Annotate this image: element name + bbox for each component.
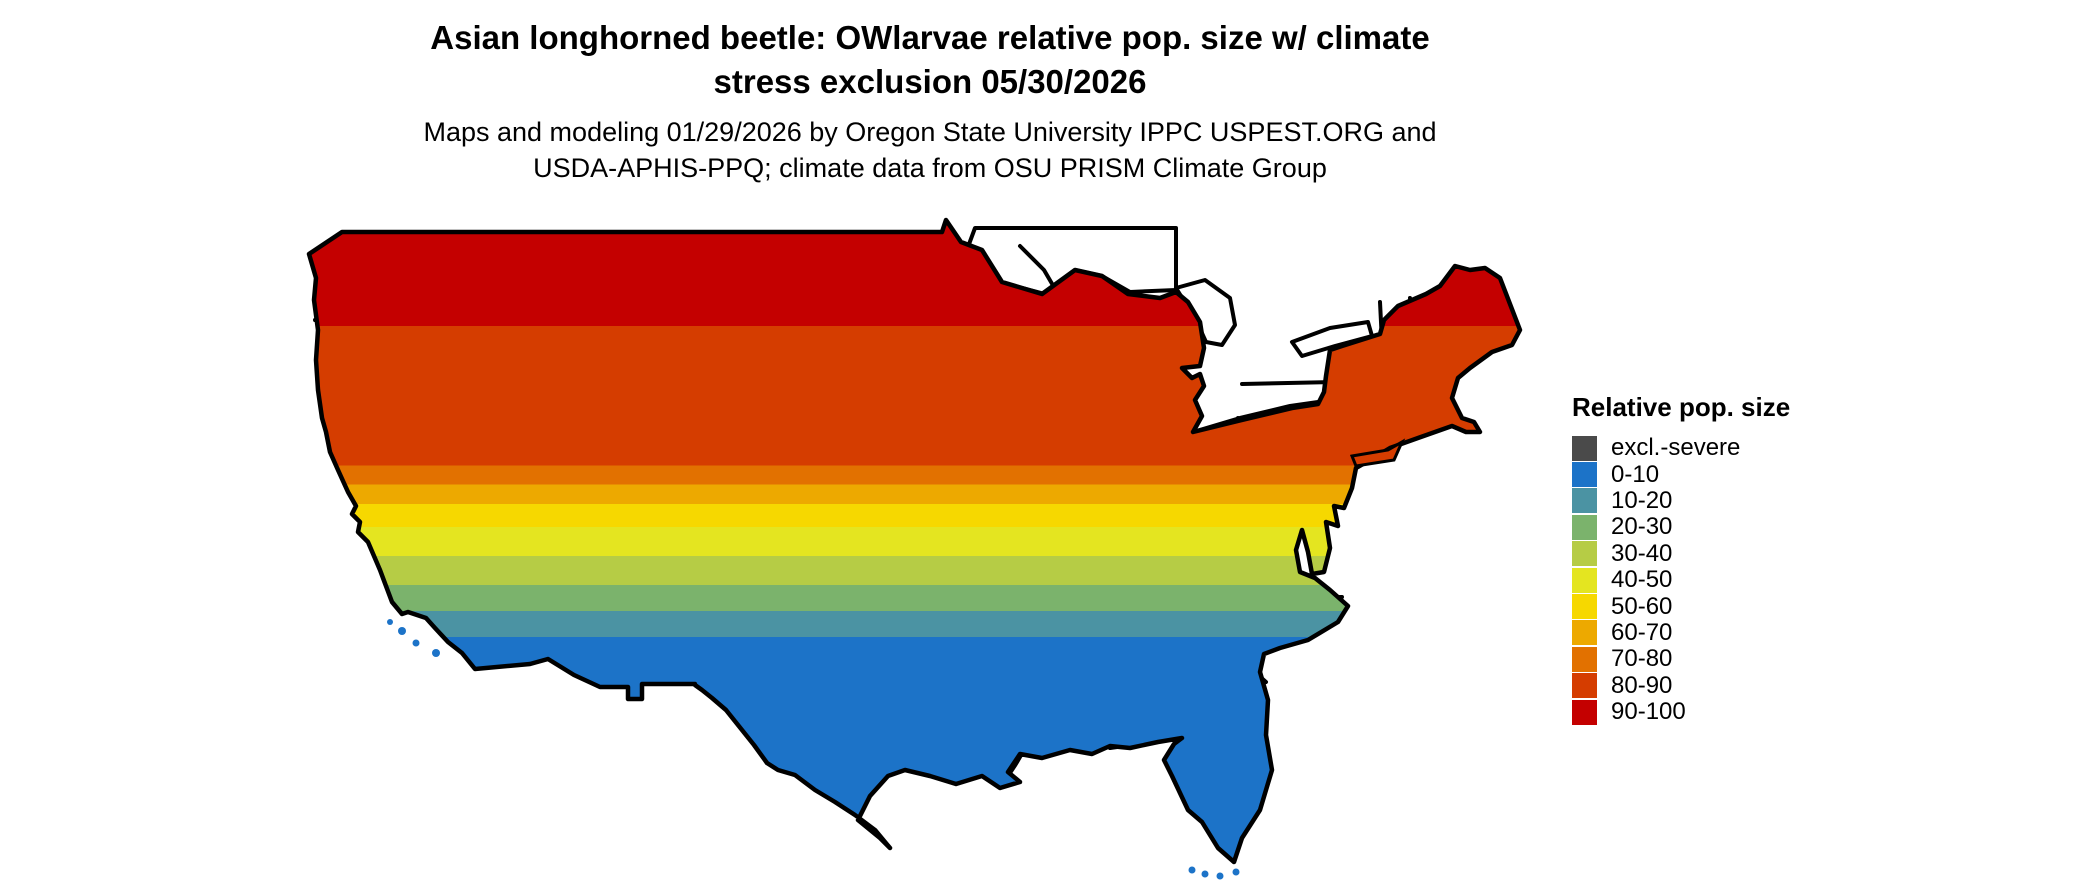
legend-row: 40-50 — [1572, 566, 1832, 594]
legend-label: excl.-severe — [1611, 434, 1741, 462]
map-subtitle: Maps and modeling 01/29/2026 by Oregon S… — [0, 114, 1860, 186]
legend: Relative pop. size excl.-severe 0-10 10-… — [1572, 392, 1832, 725]
us-coastline — [309, 220, 1520, 862]
us-map — [230, 170, 1570, 892]
legend-row: 10-20 — [1572, 486, 1832, 514]
legend-swatch-80-90 — [1572, 673, 1597, 699]
map-title-line2: stress exclusion 05/30/2026 — [713, 63, 1147, 100]
long-island — [1349, 438, 1406, 468]
legend-title: Relative pop. size — [1572, 392, 1791, 422]
legend-swatch-50-60 — [1572, 594, 1597, 620]
legend-swatch-40-50 — [1572, 567, 1597, 593]
legend-swatch-20-30 — [1572, 514, 1597, 540]
map-title: Asian longhorned beetle: OWlarvae relati… — [0, 16, 1860, 104]
us-map-svg — [230, 170, 1570, 880]
legend-row: 50-60 — [1572, 592, 1832, 620]
legend-label: 80-90 — [1611, 671, 1673, 699]
legend-label: 10-20 — [1611, 486, 1673, 514]
legend-label: 0-10 — [1611, 460, 1660, 488]
legend-label: 60-70 — [1611, 618, 1673, 646]
legend-swatch-60-70 — [1572, 620, 1597, 646]
map-subtitle-line2: USDA-APHIS-PPQ; climate data from OSU PR… — [533, 153, 1327, 183]
legend-swatch-excl-severe — [1572, 435, 1597, 461]
legend-swatch-90-100 — [1572, 699, 1597, 725]
legend-row: 20-30 — [1572, 513, 1832, 541]
channel-islands — [387, 619, 440, 657]
legend-swatch-30-40 — [1572, 541, 1597, 567]
legend-row: 30-40 — [1572, 539, 1832, 567]
legend-label: 90-100 — [1611, 698, 1686, 726]
florida-keys — [1188, 866, 1240, 880]
legend-row: 90-100 — [1572, 698, 1832, 726]
legend-row: 80-90 — [1572, 671, 1832, 699]
map-title-line1: Asian longhorned beetle: OWlarvae relati… — [430, 19, 1430, 56]
legend-swatch-10-20 — [1572, 488, 1597, 514]
legend-row: excl.-severe — [1572, 434, 1832, 462]
legend-row: 0-10 — [1572, 460, 1832, 488]
legend-swatch-0-10 — [1572, 462, 1597, 488]
legend-label: 70-80 — [1611, 645, 1673, 673]
legend-row: 70-80 — [1572, 645, 1832, 673]
legend-label: 50-60 — [1611, 592, 1673, 620]
legend-label: 30-40 — [1611, 539, 1673, 567]
map-subtitle-line1: Maps and modeling 01/29/2026 by Oregon S… — [423, 117, 1437, 147]
legend-label: 20-30 — [1611, 513, 1673, 541]
legend-swatch-70-80 — [1572, 646, 1597, 672]
legend-row: 60-70 — [1572, 618, 1832, 646]
legend-label: 40-50 — [1611, 566, 1673, 594]
